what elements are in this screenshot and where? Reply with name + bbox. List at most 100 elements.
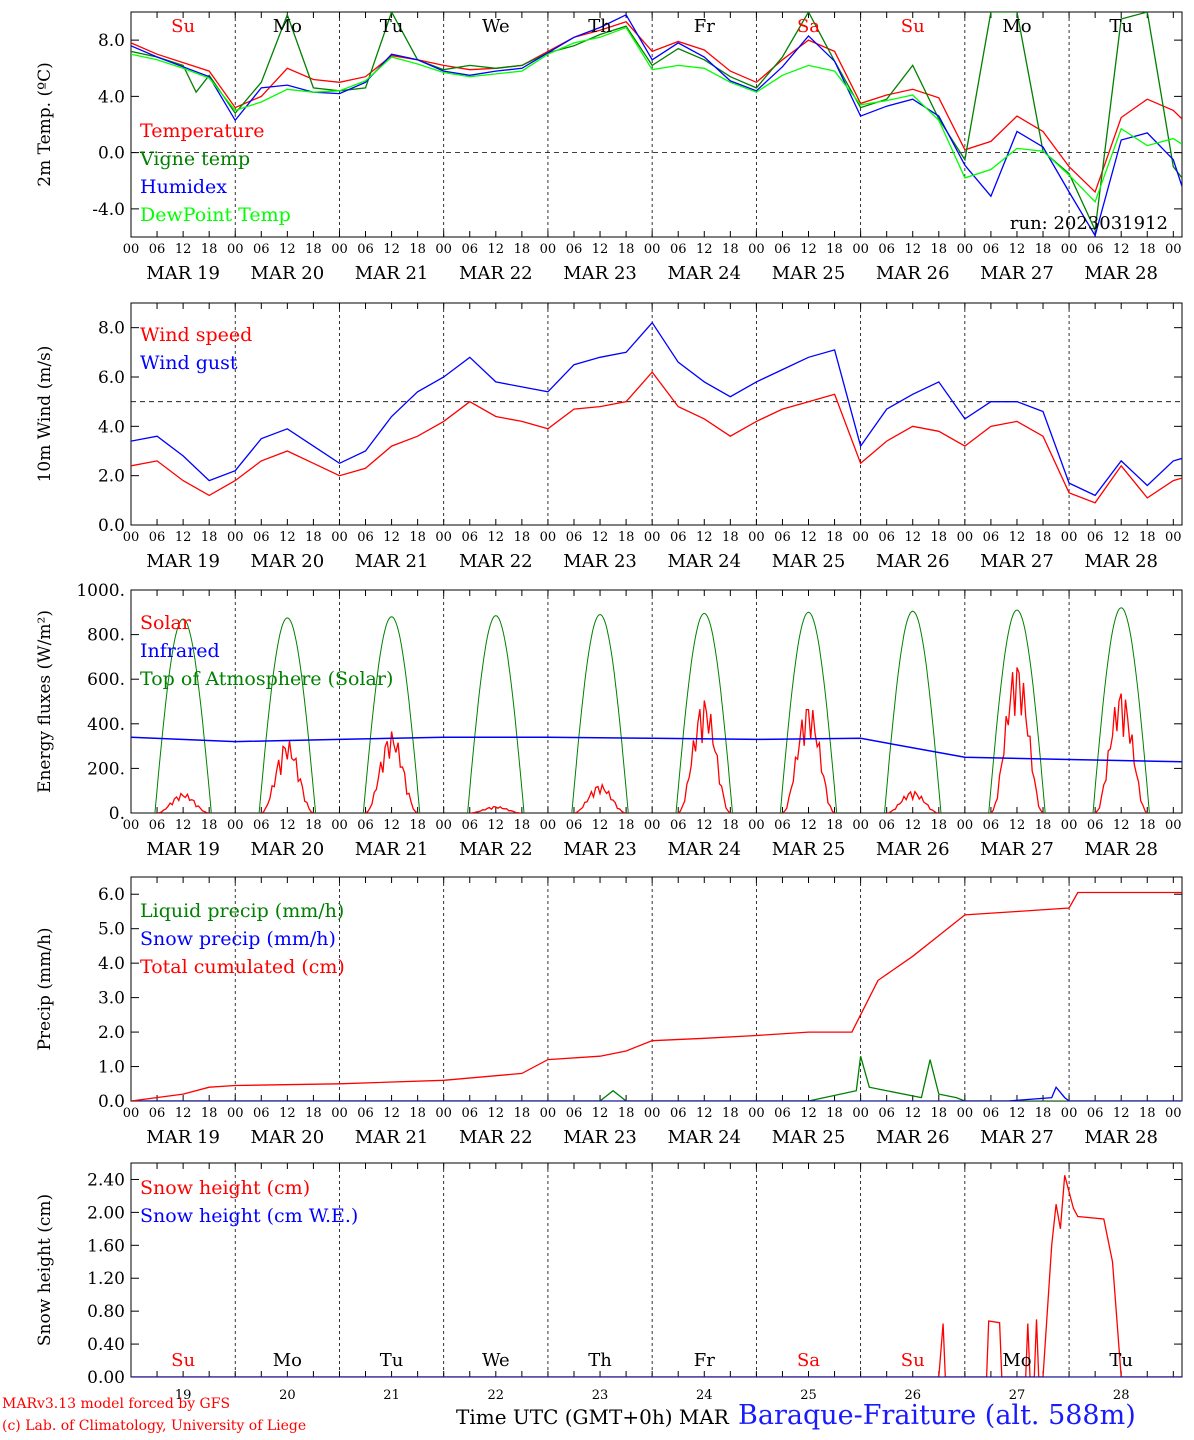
hour-tick-label: 12 bbox=[383, 1106, 400, 1121]
hour-tick-label: 18 bbox=[722, 530, 739, 545]
hour-tick-label: 06 bbox=[253, 530, 270, 545]
legend-entry: Infrared bbox=[140, 640, 220, 662]
day-number: 27 bbox=[1009, 1388, 1026, 1403]
y-tick-label: 0.80 bbox=[87, 1302, 125, 1322]
hour-tick-label: 00 bbox=[644, 818, 661, 833]
hour-tick-label: 18 bbox=[201, 1106, 218, 1121]
hour-tick-label: 06 bbox=[253, 242, 270, 257]
hour-tick-label: 06 bbox=[461, 242, 478, 257]
date-label: MAR 25 bbox=[772, 551, 846, 572]
y-tick-label: 200. bbox=[87, 759, 125, 779]
hour-tick-label: 18 bbox=[514, 818, 531, 833]
solar-series bbox=[157, 792, 210, 813]
hour-tick-label: 00 bbox=[1165, 818, 1182, 833]
day-name: Sa bbox=[797, 16, 820, 37]
hour-tick-label: 00 bbox=[852, 242, 869, 257]
series-line bbox=[131, 1085, 1182, 1101]
hour-tick-label: 18 bbox=[826, 530, 843, 545]
hour-tick-label: 00 bbox=[957, 1106, 974, 1121]
date-label: MAR 26 bbox=[876, 551, 950, 572]
date-label: MAR 23 bbox=[563, 839, 637, 860]
date-label: MAR 27 bbox=[980, 839, 1054, 860]
hour-tick-label: 18 bbox=[201, 530, 218, 545]
hour-tick-label: 18 bbox=[1139, 818, 1156, 833]
hour-tick-label: 18 bbox=[618, 818, 635, 833]
plot-frame bbox=[130, 11, 1183, 238]
hour-tick-label: 12 bbox=[1009, 818, 1026, 833]
hour-tick-label: 06 bbox=[774, 530, 791, 545]
hour-tick-label: 12 bbox=[904, 530, 921, 545]
legend-entry: Top of Atmosphere (Solar) bbox=[140, 668, 393, 690]
hour-tick-label: 06 bbox=[1087, 1106, 1104, 1121]
hour-tick-label: 18 bbox=[409, 1106, 426, 1121]
date-label: MAR 28 bbox=[1084, 839, 1158, 860]
hour-tick-label: 12 bbox=[175, 530, 192, 545]
hour-tick-label: 00 bbox=[123, 818, 140, 833]
date-label: MAR 24 bbox=[667, 1127, 741, 1148]
hour-tick-label: 12 bbox=[1009, 242, 1026, 257]
hour-tick-label: 06 bbox=[774, 1106, 791, 1121]
hour-tick-label: 00 bbox=[748, 242, 765, 257]
toa-solar-arc bbox=[675, 612, 733, 813]
date-label: MAR 23 bbox=[563, 551, 637, 572]
day-number: 22 bbox=[488, 1388, 505, 1403]
hour-tick-label: 12 bbox=[696, 530, 713, 545]
hour-tick-label: 12 bbox=[175, 818, 192, 833]
hour-tick-label: 00 bbox=[957, 530, 974, 545]
hour-tick-label: 00 bbox=[227, 242, 244, 257]
y-tick-label: 6.0 bbox=[98, 885, 125, 905]
hour-tick-label: 06 bbox=[983, 530, 1000, 545]
hour-tick-label: 00 bbox=[644, 1106, 661, 1121]
day-name: Su bbox=[171, 16, 195, 37]
hour-tick-label: 00 bbox=[540, 818, 557, 833]
hour-tick-label: 00 bbox=[644, 530, 661, 545]
hour-tick-label: 06 bbox=[149, 818, 166, 833]
date-label: MAR 28 bbox=[1084, 551, 1158, 572]
date-label: MAR 27 bbox=[980, 263, 1054, 284]
hour-tick-label: 18 bbox=[826, 1106, 843, 1121]
y-tick-label: 4.0 bbox=[98, 417, 125, 437]
hour-tick-label: 18 bbox=[931, 530, 948, 545]
solar-series bbox=[261, 740, 314, 813]
date-label: MAR 21 bbox=[355, 839, 429, 860]
toa-solar-arc bbox=[362, 616, 421, 813]
toa-solar-arc bbox=[1092, 607, 1150, 813]
hour-tick-label: 12 bbox=[1113, 1106, 1130, 1121]
legend-entry: Solar bbox=[140, 612, 192, 634]
hour-tick-label: 18 bbox=[931, 1106, 948, 1121]
y-tick-label: 800. bbox=[87, 626, 125, 646]
hour-tick-label: 00 bbox=[227, 530, 244, 545]
hour-tick-label: 00 bbox=[957, 818, 974, 833]
toa-solar-arc bbox=[258, 617, 317, 813]
hour-tick-label: 06 bbox=[983, 1106, 1000, 1121]
hour-tick-label: 06 bbox=[670, 818, 687, 833]
hour-tick-label: 06 bbox=[566, 242, 583, 257]
y-tick-label: 8.0 bbox=[98, 31, 125, 51]
hour-tick-label: 18 bbox=[305, 242, 322, 257]
hour-tick-label: 12 bbox=[592, 530, 609, 545]
hour-tick-label: 18 bbox=[1035, 242, 1052, 257]
hour-tick-label: 00 bbox=[852, 818, 869, 833]
hour-tick-label: 12 bbox=[383, 242, 400, 257]
hour-tick-label: 00 bbox=[227, 1106, 244, 1121]
hour-tick-label: 00 bbox=[644, 242, 661, 257]
series-line bbox=[131, 26, 1182, 204]
legend-entry: Total cumulated (cm) bbox=[140, 956, 345, 978]
hour-tick-label: 06 bbox=[878, 530, 895, 545]
hour-tick-label: 00 bbox=[748, 1106, 765, 1121]
toa-solar-arc bbox=[154, 618, 212, 813]
hour-tick-label: 18 bbox=[618, 530, 635, 545]
panel-5 bbox=[130, 1162, 1183, 1378]
date-label: MAR 22 bbox=[459, 839, 533, 860]
plot-frame bbox=[130, 589, 1183, 814]
hour-tick-label: 18 bbox=[201, 818, 218, 833]
series-line bbox=[131, 321, 1182, 497]
hour-tick-label: 12 bbox=[279, 1106, 296, 1121]
y-tick-label: 0.40 bbox=[87, 1335, 125, 1355]
y-tick-label: 4.0 bbox=[98, 954, 125, 974]
series-line bbox=[131, 1056, 1182, 1101]
hour-tick-label: 00 bbox=[123, 530, 140, 545]
hour-tick-label: 06 bbox=[1087, 242, 1104, 257]
hour-tick-label: 12 bbox=[904, 242, 921, 257]
hour-tick-label: 06 bbox=[983, 242, 1000, 257]
